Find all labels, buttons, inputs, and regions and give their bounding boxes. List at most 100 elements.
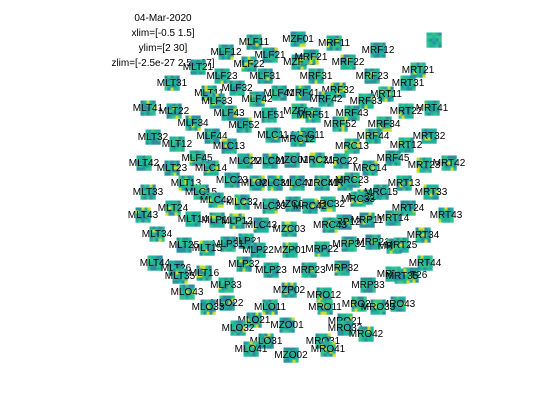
tile-cell (444, 219, 448, 223)
tile-cell (233, 175, 237, 179)
tile-cell (297, 54, 301, 58)
tile-cell (412, 78, 416, 82)
tile-cell (415, 276, 419, 280)
tile-cell (348, 220, 352, 224)
tile-cell (293, 31, 297, 35)
tile-cell (210, 85, 214, 89)
tile-cell (353, 138, 357, 142)
sensor-tile-mlc21: MLC21 (254, 153, 287, 169)
tile-cell (283, 88, 287, 92)
tile-cell (168, 266, 172, 270)
sensor-tile-mrp33: MRP33 (351, 277, 385, 293)
tile-cell (181, 181, 185, 185)
tile-cell (317, 68, 321, 72)
tile-cell (167, 81, 171, 85)
tile-cell (291, 242, 295, 246)
tile-cell (377, 128, 381, 132)
tile-cell (330, 85, 334, 89)
tile-cell (236, 329, 240, 333)
tile-cell (267, 175, 271, 179)
sensor-tile-mlt32: MLT32 (138, 129, 169, 145)
tile-cell (142, 164, 146, 168)
tile-cell (258, 181, 262, 185)
tile-cell (221, 138, 225, 142)
tile-cell (227, 53, 231, 57)
tile-cell (429, 255, 433, 259)
tile-cell (404, 137, 408, 141)
tile-cell (297, 202, 301, 206)
tile-cell (274, 91, 278, 95)
tile-cell (388, 156, 392, 160)
sensor-tile-mrt14: MRT14 (377, 210, 410, 226)
tile-cell (232, 219, 236, 223)
tile-cell (450, 219, 454, 223)
tile-cell (385, 184, 389, 188)
tile-cell (298, 175, 302, 179)
tile-cell (236, 175, 240, 179)
tile-cell (287, 291, 291, 295)
tile-cell (218, 215, 222, 219)
tile-cell (218, 47, 222, 51)
tile-cell (237, 159, 241, 163)
tile-cell (224, 56, 228, 60)
tile-cell (288, 245, 292, 249)
tile-cell (302, 137, 306, 141)
tile-cell (326, 302, 330, 306)
tile-cell (184, 175, 188, 179)
tile-cell (256, 223, 260, 227)
tile-cell (250, 236, 254, 240)
tile-cell (320, 205, 324, 209)
tile-cell (438, 216, 442, 220)
tile-cell (171, 212, 175, 216)
tile-cell (224, 108, 228, 112)
tile-cell (230, 53, 234, 57)
tile-cell (242, 320, 246, 324)
tile-cell (368, 212, 372, 216)
tile-cell (373, 299, 377, 303)
tile-cell (453, 167, 457, 171)
sensor-tile-mlf43: MLF43 (213, 105, 245, 121)
tile-cell (415, 236, 419, 240)
tile-cell (255, 178, 259, 182)
tile-cell (149, 226, 153, 230)
tile-cell (249, 37, 253, 41)
tile-cell (359, 218, 363, 222)
tile-cell (296, 158, 300, 162)
tile-cell (245, 126, 249, 130)
tile-cell (433, 103, 437, 107)
tile-cell (212, 299, 216, 303)
tile-cell (203, 169, 207, 173)
tile-cell (377, 240, 381, 244)
tile-cell (166, 106, 170, 110)
tile-cell (319, 290, 323, 294)
tile-cell (204, 88, 208, 92)
tile-cell (371, 234, 375, 238)
tile-cell (195, 162, 199, 166)
tile-cell (360, 296, 364, 300)
tile-cell (224, 184, 228, 188)
tile-cell (194, 214, 198, 218)
tile-cell (145, 161, 149, 165)
tile-cell (385, 153, 389, 157)
tile-cell (291, 112, 295, 116)
tile-cell (287, 152, 291, 156)
tile-cell (419, 62, 423, 66)
tile-cell (274, 311, 278, 315)
tile-cell (227, 47, 231, 51)
tile-cell (295, 94, 299, 98)
tile-cell (376, 125, 380, 129)
tile-cell (149, 112, 153, 116)
tile-cell (424, 233, 428, 237)
tile-cell (214, 192, 218, 196)
tile-cell (350, 197, 354, 201)
tile-cell (344, 119, 348, 123)
tile-cell (365, 240, 369, 244)
tile-cell (273, 110, 277, 114)
tile-cell (322, 229, 326, 233)
tile-cell (301, 178, 305, 182)
tile-cell (258, 100, 262, 104)
tile-cell (252, 341, 256, 345)
tile-cell (149, 184, 153, 188)
tile-cell (238, 222, 242, 226)
tile-cell (283, 353, 287, 357)
